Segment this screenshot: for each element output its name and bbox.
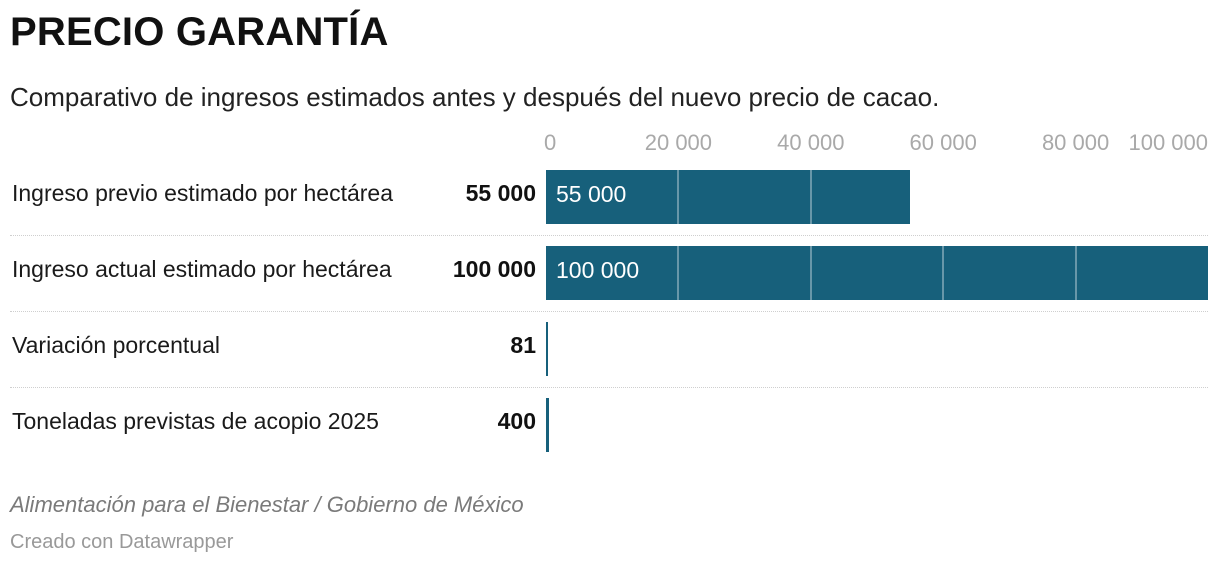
chart-subtitle: Comparativo de ingresos estimados antes … (10, 82, 940, 112)
gridline (677, 170, 680, 224)
gridline (809, 246, 812, 300)
row-divider (10, 235, 1208, 236)
x-tick-label: 40 000 (777, 130, 845, 155)
bar-row: Variación porcentual 81 (0, 312, 1220, 388)
source-note: Alimentación para el Bienestar / Gobiern… (10, 492, 524, 517)
bar-value-label: 100 000 (556, 257, 640, 283)
bar (546, 398, 549, 452)
category-label: Toneladas previstas de acopio 2025 (12, 408, 379, 434)
x-tick-label: 0 (544, 130, 557, 155)
gridline (1074, 246, 1077, 300)
category-label: Ingreso actual estimado por hectárea (12, 256, 392, 282)
bar-value-label: 55 000 (556, 181, 627, 207)
value-label: 400 (497, 408, 536, 434)
row-divider (10, 311, 1208, 312)
value-label: 55 000 (465, 180, 536, 206)
x-axis-ticks: 0 20 000 40 000 60 000 80 000 100 000 (0, 130, 1220, 160)
value-label: 81 (510, 332, 536, 358)
row-divider (10, 387, 1208, 388)
category-label: Ingreso previo estimado por hectárea (12, 180, 393, 206)
x-tick-label: 60 000 (909, 130, 977, 155)
gridline (809, 170, 812, 224)
gridline (677, 246, 680, 300)
bar: 55 000 (546, 170, 911, 224)
value-label: 100 000 (452, 256, 536, 282)
category-label: Variación porcentual (12, 332, 220, 358)
bar-row: Toneladas previstas de acopio 2025 400 (0, 388, 1220, 464)
bar (546, 322, 548, 376)
chart-title: PRECIO GARANTÍA (10, 10, 389, 54)
gridline (942, 246, 945, 300)
x-tick-label: 80 000 (1041, 130, 1110, 155)
x-tick-label: 100 000 (1128, 130, 1208, 155)
bar-row: Ingreso actual estimado por hectárea 100 … (0, 236, 1220, 312)
credit-link[interactable]: Creado con Datawrapper (10, 531, 234, 553)
bar: 100 000 (546, 246, 1208, 300)
bar-row: Ingreso previo estimado por hectárea 55 0… (0, 160, 1220, 236)
x-tick-label: 20 000 (644, 130, 713, 155)
